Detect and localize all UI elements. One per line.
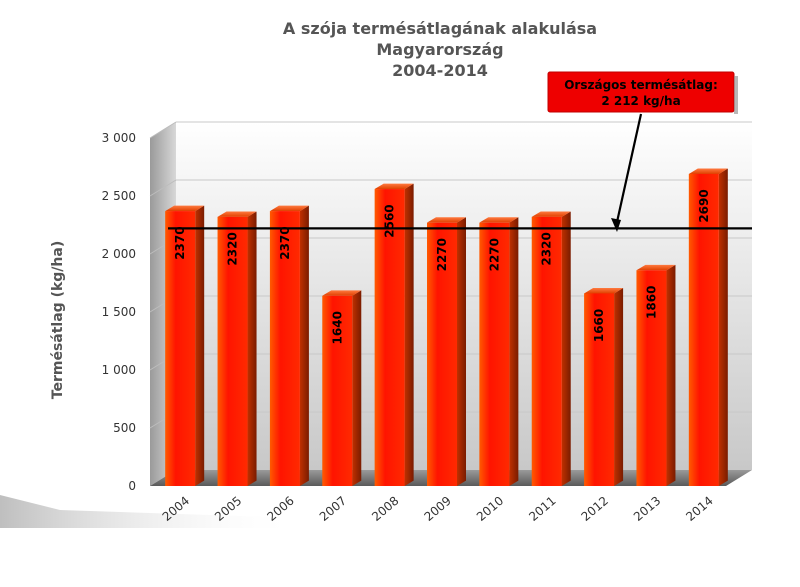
bar-top bbox=[165, 205, 205, 212]
bar-front bbox=[217, 216, 248, 486]
bar-front bbox=[531, 216, 562, 486]
title-line-3: 2004-2014 bbox=[392, 61, 488, 80]
bar-top bbox=[374, 183, 414, 190]
bar-2013: 1860 bbox=[636, 264, 676, 486]
bar-front bbox=[584, 293, 615, 486]
bar-2009: 2270 bbox=[427, 217, 466, 486]
bar-value-label: 1660 bbox=[592, 309, 606, 342]
x-tick-label: 2014 bbox=[683, 494, 715, 524]
bar-value-label: 2690 bbox=[697, 189, 711, 222]
y-tick-label: 500 bbox=[113, 421, 136, 435]
bar-top bbox=[322, 290, 362, 296]
chart-title: A szója termésátlagának alakulása Magyar… bbox=[283, 19, 597, 80]
bar-value-label: 2270 bbox=[435, 238, 449, 271]
bar-side bbox=[247, 211, 257, 487]
bar-value-label: 2370 bbox=[278, 226, 292, 259]
floor-shadow bbox=[0, 495, 300, 528]
bar-2010: 2270 bbox=[479, 217, 519, 486]
bar-top bbox=[688, 168, 728, 174]
y-tick-label: 0 bbox=[128, 479, 136, 493]
x-tick-label: 2007 bbox=[317, 494, 349, 524]
annotation-arrowhead bbox=[611, 218, 621, 232]
bar-front bbox=[427, 222, 457, 486]
x-tick-label: 2008 bbox=[369, 494, 401, 524]
bar-value-label: 2320 bbox=[540, 232, 554, 265]
bar-value-label: 2370 bbox=[173, 226, 187, 259]
bar-2006: 2370 bbox=[269, 205, 309, 486]
bar-side bbox=[561, 211, 571, 487]
bar-front bbox=[374, 189, 405, 487]
title-line-1: A szója termésátlagának alakulása bbox=[283, 19, 597, 38]
bar-front bbox=[269, 211, 300, 486]
x-tick-label: 2011 bbox=[526, 494, 558, 524]
bar-side bbox=[666, 264, 676, 486]
bar-front bbox=[636, 270, 667, 486]
bar-2004: 2370 bbox=[165, 205, 205, 486]
bar-top bbox=[217, 211, 257, 217]
bar-value-label: 2560 bbox=[383, 204, 397, 237]
annotation-line-1: Országos termésátlag: bbox=[564, 78, 718, 92]
bar-side bbox=[509, 217, 519, 486]
y-axis-label: Termésátlag (kg/ha) bbox=[50, 241, 66, 399]
bar-top bbox=[584, 288, 624, 294]
title-line-2: Magyarország bbox=[376, 40, 503, 59]
bar-side bbox=[614, 288, 624, 486]
y-tick-label: 2 500 bbox=[102, 189, 136, 203]
bar-side bbox=[457, 217, 466, 486]
bar-top bbox=[479, 217, 519, 223]
y-tick-label: 1 000 bbox=[102, 363, 136, 377]
x-tick-label: 2010 bbox=[474, 494, 506, 524]
bar-value-label: 1640 bbox=[330, 311, 344, 344]
bar-2011: 2320 bbox=[531, 211, 571, 487]
bar-value-label: 2270 bbox=[487, 238, 501, 271]
bar-2008: 2560 bbox=[374, 183, 414, 487]
y-tick-label: 3 000 bbox=[102, 131, 136, 145]
bar-2012: 1660 bbox=[584, 288, 624, 486]
gridline-side bbox=[149, 121, 177, 139]
bar-front bbox=[688, 173, 719, 486]
gridline-side bbox=[149, 179, 177, 197]
y-axis: 0 500 1 000 1 500 2 000 2 500 3 000 bbox=[102, 131, 136, 493]
bar-top bbox=[269, 205, 309, 212]
annotation-box-shadow bbox=[734, 76, 738, 114]
bar-front bbox=[165, 211, 196, 486]
annotation-line-2: 2 212 kg/ha bbox=[601, 94, 680, 108]
bar-top bbox=[531, 211, 571, 217]
bar-top bbox=[427, 217, 466, 223]
x-tick-label: 2012 bbox=[579, 494, 611, 524]
bar-side bbox=[404, 183, 414, 486]
bar-top bbox=[636, 264, 676, 271]
bar-value-label: 1860 bbox=[644, 286, 658, 319]
bar-side bbox=[299, 205, 309, 486]
y-tick-label: 1 500 bbox=[102, 305, 136, 319]
reference-annotation: Országos termésátlag: 2 212 kg/ha bbox=[547, 71, 738, 232]
x-tick-label: 2009 bbox=[422, 494, 454, 524]
bar-side bbox=[195, 205, 205, 486]
y-tick-label: 2 000 bbox=[102, 247, 136, 261]
bar-side bbox=[718, 168, 728, 486]
bar-value-label: 2320 bbox=[226, 232, 240, 265]
bar-2005: 2320 bbox=[217, 211, 257, 487]
bar-2007: 1640 bbox=[322, 290, 362, 486]
bar-side bbox=[352, 290, 362, 486]
annotation-arrow-line bbox=[615, 113, 643, 223]
x-tick-label: 2013 bbox=[631, 494, 663, 524]
bar-front bbox=[322, 295, 353, 486]
bar-2014: 2690 bbox=[688, 168, 728, 486]
bar-front bbox=[479, 222, 510, 486]
bars: 2370 2320 2370 1640 2560 2270 2270 2320 1660 1860… bbox=[165, 168, 728, 487]
